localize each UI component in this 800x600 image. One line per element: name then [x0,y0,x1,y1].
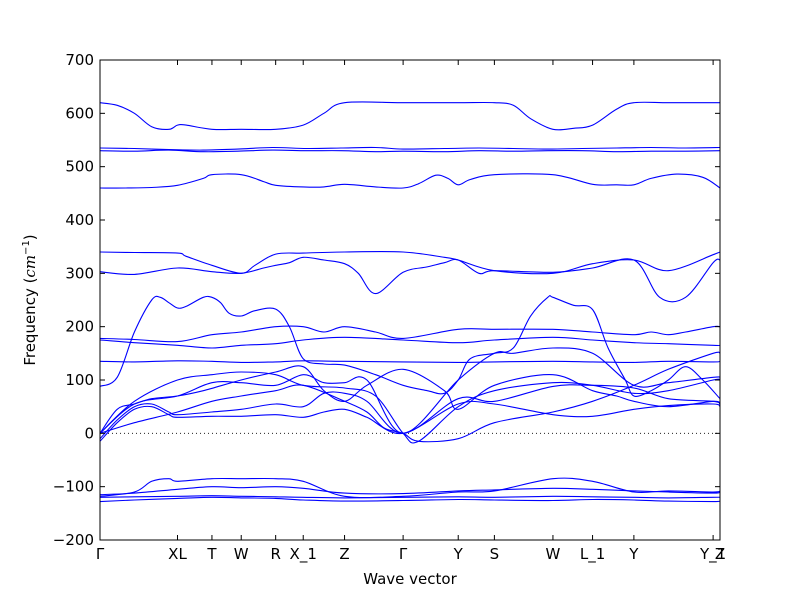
x-kpoint-label-5: R [270,545,280,563]
x-kpoint-label-1: Γ [96,545,105,563]
x-kpoint-label-6: X_1 [290,545,317,564]
y-tick-label: 700 [65,51,94,69]
x-kpoint-label-7: Z [339,545,349,563]
x-kpoint-label-14: Y_1 [699,545,726,564]
band-line-2 [99,146,721,151]
band-series-group [99,101,721,503]
band-line-14 [99,384,721,440]
band-line-8 [99,325,721,343]
x-kpoint-label-2: XL [168,545,187,563]
band-line-6 [99,256,721,303]
band-line-11 [99,365,721,434]
x-kpoint-label-4: W [234,545,249,563]
band-line-19 [99,495,721,499]
band-line-17 [99,477,721,499]
band-line-4 [99,173,721,189]
band-line-16 [99,351,721,443]
band-line-12 [99,347,721,434]
y-tick-label: 100 [65,371,94,389]
band-line-18 [99,486,721,496]
x-kpoint-label-13: Y [628,545,639,563]
band-line-10 [99,360,721,363]
y-axis-title: Frequency (cm−1) [21,234,39,365]
x-kpoint-label-8: Γ [399,545,408,563]
x-kpoint-label-9: Y [453,545,464,563]
y-tick-label: −100 [53,478,94,496]
x-axis-ticks: Γ XL T W R X_1 Z Γ Y S W L_1 Y Y_1Z [96,60,726,564]
band-line-3 [99,149,721,153]
band-line-1 [99,101,720,131]
y-tick-label: 600 [65,104,94,122]
band-line-5 [99,251,721,275]
band-line-20 [99,496,721,503]
y-tick-label: −200 [53,531,94,549]
band-line-13 [99,400,721,442]
x-kpoint-label-3: T [206,545,217,563]
y-tick-label: 200 [65,318,94,336]
y-tick-label: 300 [65,264,94,282]
x-kpoint-label-12: L_1 [580,545,605,564]
x-kpoint-label-11: W [546,545,561,563]
plot-background [100,60,720,540]
y-axis-ticks: −200 −100 0 100 200 300 400 500 600 700 [53,51,720,549]
band-line-9 [99,336,721,349]
y-tick-label: 0 [84,424,94,442]
y-tick-label: 500 [65,158,94,176]
x-kpoint-label-10: S [490,545,500,563]
x-kpoint-label-15: Z [715,545,725,563]
y-tick-label: 400 [65,211,94,229]
plot-frame [99,59,721,541]
band-line-7 [99,295,721,400]
x-axis-title: Wave vector [363,570,457,588]
